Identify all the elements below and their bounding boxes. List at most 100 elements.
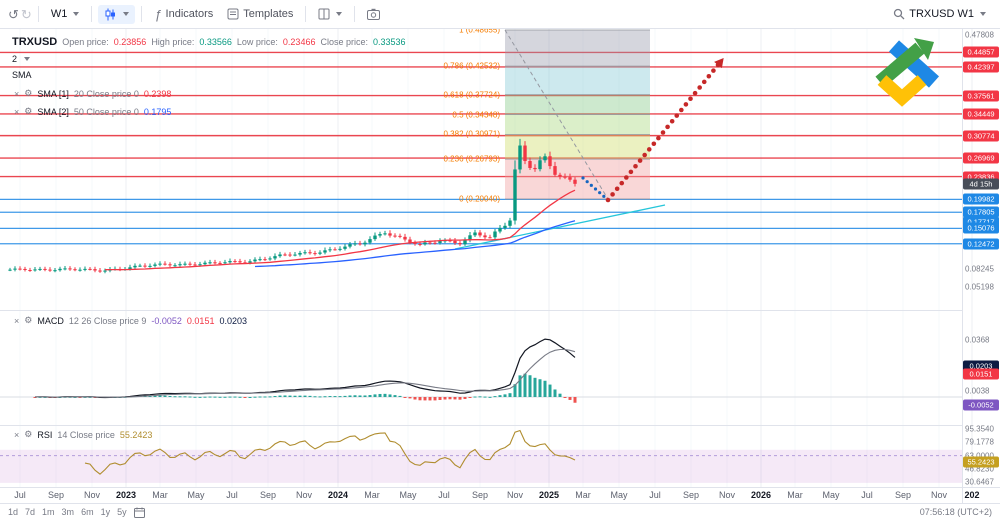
range-button-1y[interactable]: 1y xyxy=(100,507,111,517)
fib-level-label: 0.382 (0.30971) xyxy=(443,129,501,139)
time-axis-label: Jul xyxy=(226,490,238,500)
templates-button[interactable]: Templates xyxy=(221,5,299,23)
open-label: Open price: xyxy=(62,37,109,47)
fib-level-label: 0 (0.20040) xyxy=(459,194,500,204)
snapshot-button[interactable] xyxy=(361,5,386,23)
sma2-legend: × ⚙ SMA [2] 50 Close price 0 0.1795 xyxy=(14,106,171,117)
timeframe-dropdown[interactable]: W1 xyxy=(45,5,86,23)
high-value: 0.33566 xyxy=(199,37,232,47)
price-axis-badge: 0.0151 xyxy=(963,368,999,380)
time-axis-label: Nov xyxy=(83,490,101,500)
time-axis-label: 2024 xyxy=(327,490,349,500)
time-axis-label: May xyxy=(187,490,205,500)
range-button-6m[interactable]: 6m xyxy=(81,507,94,517)
macd-legend: × ⚙ MACD 12 26 Close price 9 -0.0052 0.0… xyxy=(14,315,247,326)
price-axis-badge: 0.23836 xyxy=(963,171,999,183)
pane-divider-macd[interactable] xyxy=(0,310,962,311)
chart-type-dropdown[interactable] xyxy=(98,4,136,24)
layers-dropdown[interactable]: 2 xyxy=(12,54,31,64)
undo-icon[interactable]: ↺ xyxy=(8,6,19,22)
macd-value-2: 0.0151 xyxy=(186,315,215,326)
gear-icon[interactable]: ⚙ xyxy=(24,429,33,439)
indicator-group[interactable]: SMA xyxy=(12,70,32,80)
price-axis-badge: 0.19982 xyxy=(963,193,999,205)
indicators-label: Indicators xyxy=(165,8,214,20)
time-axis-label: Mar xyxy=(787,490,803,500)
time-axis-label: Mar xyxy=(152,490,168,500)
range-button-1m[interactable]: 1m xyxy=(42,507,55,517)
rsi-title: RSI xyxy=(37,429,53,440)
toolbar-divider xyxy=(37,6,39,22)
time-axis-border xyxy=(0,487,1000,488)
camera-icon xyxy=(367,8,381,20)
price-axis-border xyxy=(962,28,963,503)
gear-icon[interactable]: ⚙ xyxy=(24,315,33,325)
range-button-1d[interactable]: 1d xyxy=(8,507,19,517)
templates-label: Templates xyxy=(243,8,294,20)
close-icon[interactable]: × xyxy=(14,315,20,326)
time-axis-label: Nov xyxy=(930,490,948,500)
top-toolbar: ↺ ↻ W1 ƒ Indicators xyxy=(0,0,1000,29)
gear-icon[interactable]: ⚙ xyxy=(24,106,33,116)
range-button-7d[interactable]: 7d xyxy=(25,507,36,517)
chevron-down-icon xyxy=(73,12,80,16)
time-axis-label: Sep xyxy=(47,490,65,500)
time-axis-label: Jul xyxy=(438,490,450,500)
close-icon[interactable]: × xyxy=(14,429,20,440)
price-axis-badge: 0.26969 xyxy=(963,152,999,164)
layers-count: 2 xyxy=(12,54,18,64)
redo-icon[interactable]: ↻ xyxy=(20,6,32,22)
time-axis-label: Mar xyxy=(575,490,591,500)
price-axis-badge: 0.30774 xyxy=(963,130,999,142)
price-axis-badge: 4d 15h xyxy=(963,178,999,190)
layout-dropdown[interactable] xyxy=(312,5,348,23)
range-button-5y[interactable]: 5y xyxy=(117,507,127,517)
symbol-search[interactable]: TRXUSD W1 xyxy=(887,5,992,23)
pane-divider-rsi[interactable] xyxy=(0,425,962,426)
indicator-group-label: SMA xyxy=(12,70,32,80)
toolbar-divider xyxy=(91,6,93,22)
sma1-legend: × ⚙ SMA [1] 20 Close price 0 0.2398 xyxy=(14,88,171,99)
sma1-value: 0.2398 xyxy=(143,88,172,99)
chevron-down-icon xyxy=(980,12,986,16)
sma2-value: 0.1795 xyxy=(143,106,172,117)
search-icon xyxy=(894,8,905,20)
time-axis-label: Sep xyxy=(894,490,912,500)
time-axis-label: Sep xyxy=(682,490,700,500)
close-value: 0.33536 xyxy=(373,37,406,47)
time-axis-label: 2026 xyxy=(750,490,772,500)
toolbar-divider xyxy=(354,6,356,22)
gear-icon[interactable]: ⚙ xyxy=(24,88,33,98)
chevron-down-icon xyxy=(24,57,31,61)
price-axis-label: 63.0000 xyxy=(965,451,994,460)
server-clock[interactable]: 07:56:18 (UTC+2) xyxy=(919,507,992,517)
time-axis-label: Sep xyxy=(471,490,489,500)
indicators-button[interactable]: ƒ Indicators xyxy=(148,5,219,24)
time-axis-label: May xyxy=(822,490,840,500)
time-axis-label: 202 xyxy=(964,490,980,500)
macd-params: 12 26 Close price 9 xyxy=(68,315,147,326)
time-axis-label: Sep xyxy=(259,490,277,500)
close-icon[interactable]: × xyxy=(14,106,20,117)
fib-level-label: 0.786 (0.42532) xyxy=(443,61,501,71)
high-label: High price: xyxy=(151,37,195,47)
rsi-params: 14 Close price xyxy=(57,429,115,440)
sma2-params: 50 Close price 0 xyxy=(73,106,139,117)
symbol-name: TRXUSD xyxy=(12,36,58,48)
time-axis-label: Jul xyxy=(649,490,661,500)
close-icon[interactable]: × xyxy=(14,88,20,99)
symbol-search-label: TRXUSD W1 xyxy=(909,8,974,20)
price-axis-badge: 0.42397 xyxy=(963,61,999,73)
time-axis-label: May xyxy=(399,490,417,500)
price-axis-label: 0.08245 xyxy=(965,264,994,274)
price-axis-badge: 0.34449 xyxy=(963,108,999,120)
sma1-title: SMA [1] xyxy=(37,88,69,99)
symbol-legend: TRXUSD Open price: 0.23856 High price: 0… xyxy=(12,36,406,48)
calendar-icon[interactable] xyxy=(133,507,145,518)
toolbar-divider xyxy=(141,6,143,22)
range-button-3m[interactable]: 3m xyxy=(61,507,75,517)
price-axis-badge: 55.2423 xyxy=(963,456,999,468)
rsi-value: 55.2423 xyxy=(119,429,153,440)
